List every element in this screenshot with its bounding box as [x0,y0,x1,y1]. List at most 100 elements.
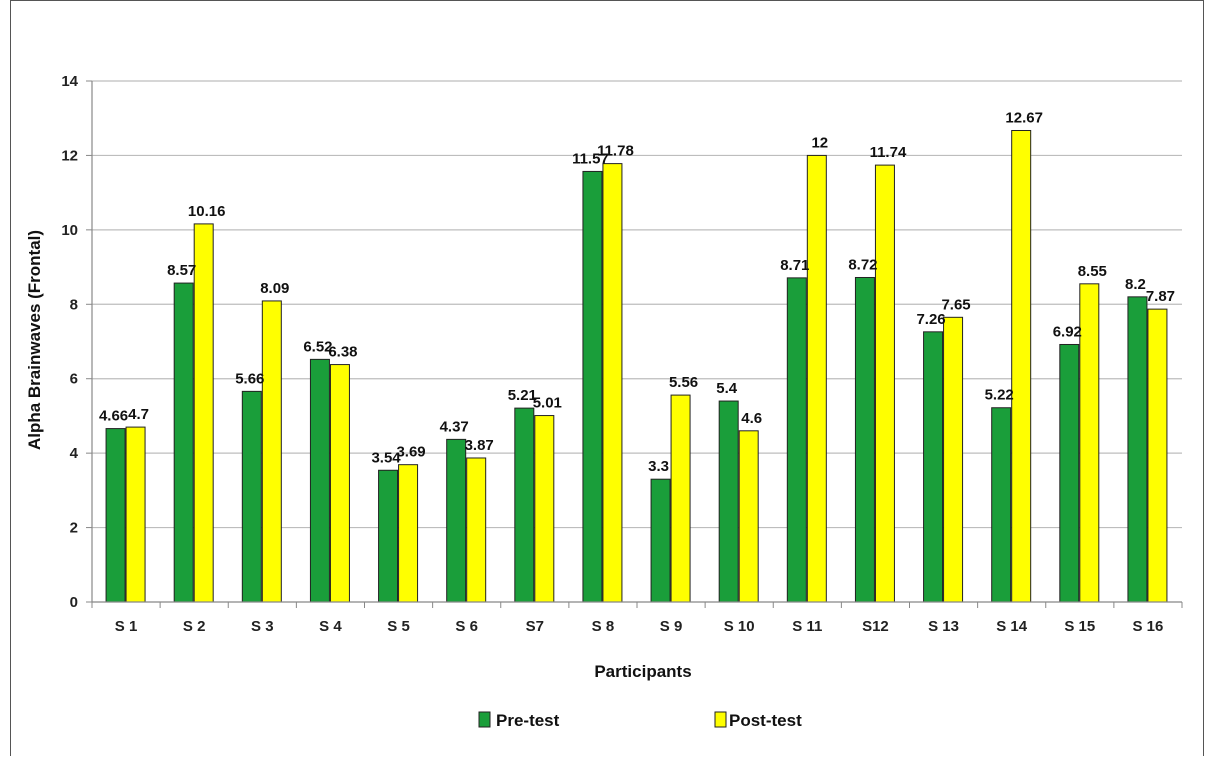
legend-swatch-post-test [714,711,727,728]
data-label-pre-test: 3.3 [648,458,669,475]
x-tick-label: S 2 [183,618,206,635]
data-label-post-test: 4.7 [128,406,149,423]
bar-post-test [193,223,214,603]
x-tick-label: S 16 [1133,618,1164,635]
x-tick-label: S 13 [928,618,959,635]
data-label-post-test: 5.56 [669,374,698,391]
data-label-pre-test: 8.72 [848,256,877,273]
chart-frame [10,0,1204,756]
x-tick-label: S 9 [660,618,683,635]
bar-pre-test [718,400,739,603]
bar-post-test [943,316,964,603]
x-tick-label: S 10 [724,618,755,635]
bar-post-test [261,300,282,603]
bar-pre-test [378,469,399,603]
y-tick-label: 10 [61,222,78,239]
bar-pre-test [241,390,262,603]
x-tick-label: S 5 [387,618,410,635]
y-tick-label: 12 [61,147,78,164]
data-label-post-test: 3.87 [465,437,494,454]
x-tick-label: S 11 [792,618,822,635]
bar-post-test [1011,129,1032,603]
bar-pre-test [854,276,875,603]
data-label-post-test: 12.67 [1005,109,1043,126]
bar-pre-test [786,277,807,603]
bar-pre-test [309,358,330,603]
bar-pre-test [1127,296,1148,603]
y-axis-title: Alpha Brainwaves (Frontal) [25,230,44,450]
data-label-pre-test: 5.21 [508,387,537,404]
y-tick-label: 6 [70,371,78,388]
bar-post-test [1079,283,1100,603]
data-label-pre-test: 5.22 [985,387,1014,404]
bar-post-test [466,457,487,603]
x-tick-label: S 3 [251,618,274,635]
axes: 0 2 4 6 8 10 12 14 S 1 S 2 S 3 S 4 S 5 S 6 S7 S 8 S 9 S 1… [61,73,1183,635]
x-tick-label: S 8 [592,618,615,635]
x-axis-title: Participants [594,662,691,681]
x-tick-label: S 14 [996,618,1028,635]
data-label-pre-test: 4.37 [440,418,469,435]
data-label-post-test: 8.55 [1078,263,1107,280]
bar-post-test [329,364,350,603]
y-tick-label: 0 [70,594,78,611]
x-tick-label: S 6 [455,618,478,635]
bar-pre-test [514,407,535,603]
bar-post-test [398,464,419,603]
x-tick-label: S7 [526,618,544,635]
data-label-post-test: 7.65 [941,296,970,313]
data-label-pre-test: 11.57 [572,150,609,167]
bar-pre-test [582,170,603,603]
x-tick-label: S 4 [319,618,342,635]
y-tick-label: 14 [61,73,78,90]
y-tick-label: 8 [70,296,78,313]
x-tick-label: S 1 [115,618,138,635]
data-label-pre-test: 5.4 [716,380,738,397]
bar-post-test [1147,308,1168,603]
data-label-pre-test: 5.66 [235,370,264,387]
data-label-post-test: 11.78 [597,143,634,160]
data-labels: 4.66 4.7 8.57 10.16 5.66 8.09 6.526.38 3.543.69… [99,109,1175,475]
data-label-pre-test: 4.66 [99,408,128,425]
legend-label-pre-test: Pre-test [496,711,560,730]
data-label-post-test: 6.38 [328,344,357,361]
bar-post-test [670,394,691,603]
data-label-pre-test: 3.54 [371,449,401,466]
bar-pre-test [446,438,467,603]
bars [105,129,1168,603]
bar-post-test [874,164,895,603]
data-label-post-test: 3.69 [396,444,425,461]
data-label-post-test: 4.6 [741,410,762,427]
bar-post-test [806,154,827,603]
data-label-post-test: 10.16 [188,203,226,220]
data-label-pre-test: 8.2 [1125,276,1146,293]
y-tick-label: 4 [70,445,79,462]
bar-pre-test [105,428,126,603]
data-label-post-test: 8.09 [260,280,289,297]
bar-pre-test [173,282,194,603]
y-tick-label: 2 [70,520,78,537]
data-label-pre-test: 6.92 [1053,323,1082,340]
bar-post-test [125,426,146,603]
data-label-pre-test: 8.71 [780,257,809,274]
bar-pre-test [923,331,944,603]
data-label-pre-test: 6.52 [303,338,332,355]
legend-label-post-test: Post-test [729,711,802,730]
bar-post-test [602,163,623,603]
data-label-pre-test: 8.57 [167,262,196,279]
bar-post-test [534,415,555,603]
bar-pre-test [650,478,671,603]
bar-pre-test [991,407,1012,603]
data-label-post-test: 7.87 [1146,288,1175,305]
data-label-post-test: 12 [811,134,828,151]
bar-pre-test [1059,343,1080,603]
data-label-post-test: 11.74 [870,144,907,161]
bar-post-test [738,430,759,603]
data-label-post-test: 5.01 [533,395,562,412]
x-tick-label: S12 [862,618,889,635]
x-tick-label: S 15 [1064,618,1095,635]
legend-swatch-pre-test [478,711,491,728]
legend: Pre-test Post-test [478,711,802,730]
data-label-pre-test: 7.26 [916,311,945,328]
